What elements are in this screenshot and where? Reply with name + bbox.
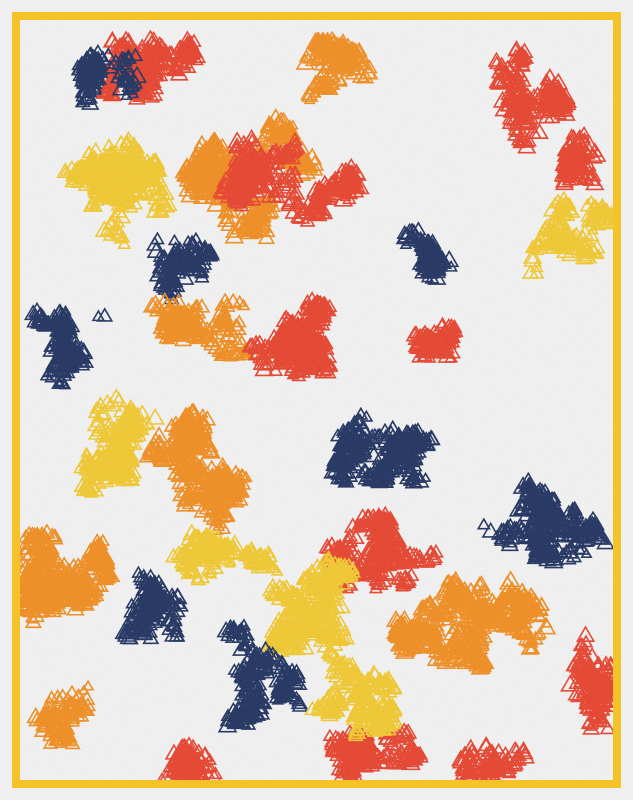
artwork-frame <box>12 12 621 788</box>
triangle-artwork <box>20 20 613 780</box>
